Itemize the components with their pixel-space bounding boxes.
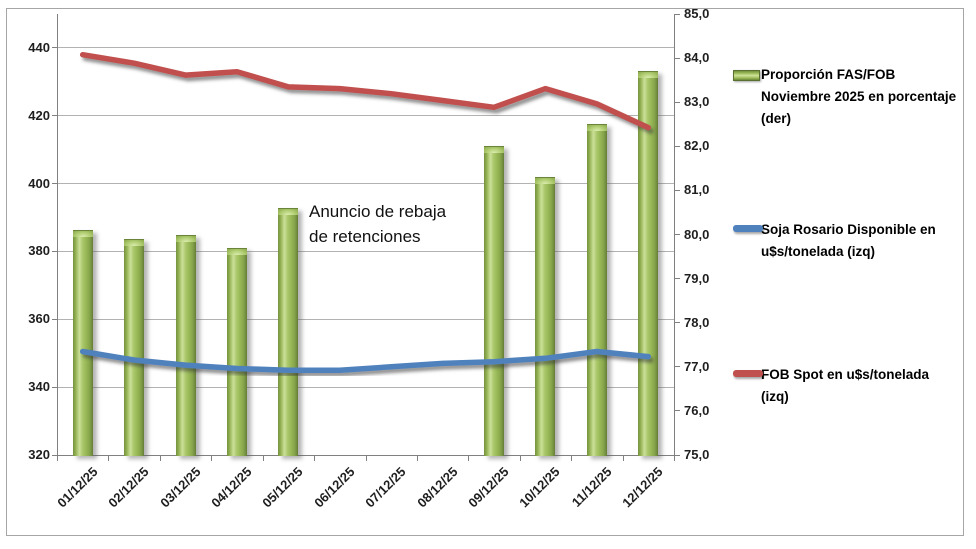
gridline — [57, 250, 674, 252]
right-axis-tick — [674, 13, 680, 15]
y-axis-label-left: 420 — [28, 107, 50, 123]
x-axis-tick — [622, 455, 624, 461]
y-axis-label-right: 78,0 — [684, 314, 710, 330]
legend-line-marker-red-icon — [733, 370, 763, 377]
y-axis-label-right: 75,0 — [684, 447, 710, 462]
right-axis-tick — [674, 57, 680, 59]
x-axis-tick — [416, 455, 418, 461]
left-axis-tick — [52, 454, 57, 456]
right-axis-tick — [674, 101, 680, 103]
x-axis-tick — [57, 455, 58, 461]
x-axis-tick — [314, 455, 316, 461]
right-axis-tick — [674, 410, 680, 412]
legend-label-fas-fob: Proporción FAS/FOB Noviembre 2025 en por… — [761, 67, 957, 126]
x-axis-tick — [159, 455, 161, 461]
y-axis-label-left: 400 — [28, 175, 50, 191]
right-axis-tick — [674, 145, 680, 147]
right-axis-tick — [674, 189, 680, 191]
legend-label-soja-rosario: Soja Rosario Disponible en u$s/tonelada … — [761, 222, 936, 259]
y-axis-label-right: 76,0 — [684, 402, 710, 418]
left-axis-tick — [52, 250, 57, 252]
bar-04/12/25 — [226, 247, 247, 456]
x-axis-tick — [674, 455, 675, 461]
annotation-text: Anuncio de rebaja de retenciones — [309, 199, 446, 249]
left-axis-line — [57, 14, 58, 455]
y-axis-label-right: 83,0 — [684, 94, 710, 110]
y-axis-label-right: 82,0 — [684, 138, 710, 154]
y-axis-label-right: 80,0 — [684, 226, 710, 242]
legend-item-fas-fob: Proporción FAS/FOB Noviembre 2025 en por… — [733, 64, 959, 130]
legend-item-fob-spot: FOB Spot en u$s/tonelada (izq) — [733, 364, 959, 408]
bar-02/12/25 — [124, 238, 145, 456]
legend-item-soja-rosario: Soja Rosario Disponible en u$s/tonelada … — [733, 219, 959, 263]
left-axis-tick — [52, 318, 57, 320]
gridline — [57, 318, 674, 320]
x-axis-tick — [571, 455, 573, 461]
x-axis-tick — [468, 455, 470, 461]
annotation-line-1: Anuncio de rebaja — [309, 202, 447, 221]
y-axis-label-right: 77,0 — [684, 358, 710, 374]
left-axis-tick — [52, 386, 57, 388]
legend-bar-marker-icon — [733, 70, 760, 81]
right-axis-tick — [674, 234, 680, 235]
right-axis-tick — [674, 366, 680, 368]
bar-10/12/25 — [535, 177, 556, 456]
y-axis-label-left: 360 — [28, 311, 50, 327]
legend-label-fob-spot: FOB Spot en u$s/tonelada (izq) — [761, 367, 930, 404]
right-axis-tick — [674, 278, 680, 280]
y-axis-label-right: 81,0 — [684, 182, 710, 198]
x-axis-tick — [262, 455, 264, 461]
x-axis-tick — [211, 455, 213, 461]
left-axis-tick — [52, 115, 57, 117]
left-axis-tick — [52, 183, 57, 185]
bar-03/12/25 — [175, 234, 196, 456]
gridline — [57, 47, 674, 49]
y-axis-label-right: 84,0 — [684, 50, 710, 66]
y-axis-label-left: 380 — [28, 243, 50, 259]
x-axis-tick — [108, 455, 110, 461]
bar-09/12/25 — [484, 146, 505, 456]
left-axis-tick — [52, 47, 57, 49]
bar-11/12/25 — [586, 124, 607, 456]
bar-05/12/25 — [278, 208, 299, 456]
right-axis-tick — [674, 322, 680, 324]
legend-line-marker-blue-icon — [733, 225, 763, 232]
gridline — [57, 183, 674, 185]
annotation-line-2: de retenciones — [309, 227, 421, 246]
y-axis-label-right: 79,0 — [684, 270, 710, 286]
gridline — [57, 386, 674, 388]
y-axis-label-left: 340 — [28, 379, 50, 395]
y-axis-label-left: 320 — [28, 447, 50, 462]
x-axis-tick — [519, 455, 521, 461]
right-axis-tick — [674, 454, 680, 456]
x-axis-tick — [365, 455, 367, 461]
y-axis-label-right: 85,0 — [684, 6, 710, 21]
bar-01/12/25 — [72, 230, 93, 456]
bar-12/12/25 — [638, 71, 659, 456]
y-axis-label-left: 440 — [28, 39, 50, 55]
gridline — [57, 115, 674, 117]
